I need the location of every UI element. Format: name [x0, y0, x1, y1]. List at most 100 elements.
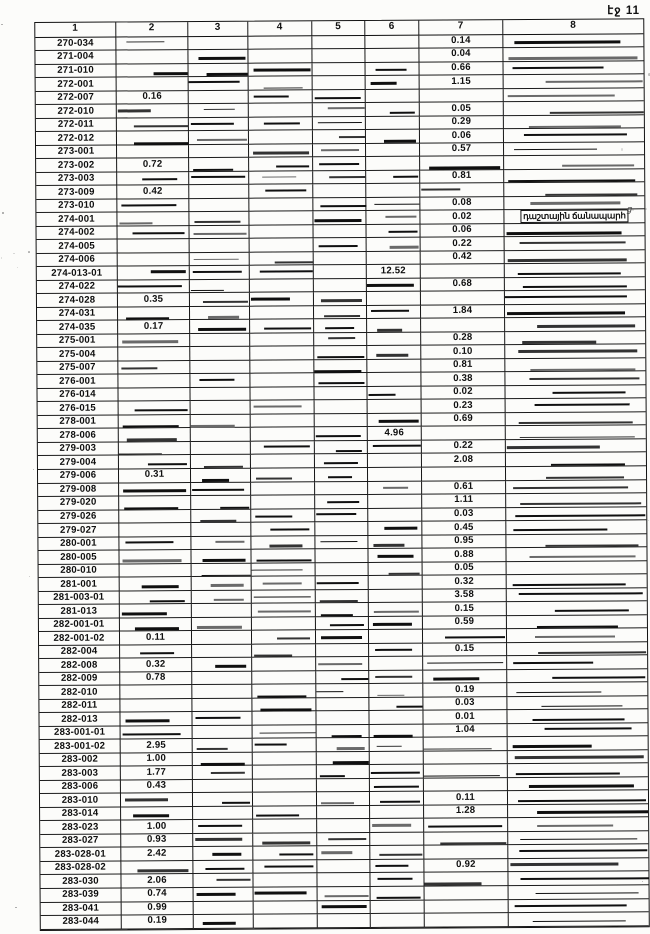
empty-cell — [507, 682, 648, 697]
row-id: 280-001 — [60, 537, 97, 549]
empty-cell — [424, 886, 509, 901]
empty-cell — [368, 548, 423, 563]
empty-cell — [313, 278, 367, 293]
row-id: 283-027 — [61, 835, 99, 847]
cell-value: 0.05 — [451, 102, 472, 114]
row-id-cell: 275-004 — [37, 347, 119, 362]
scan-speck — [16, 266, 18, 269]
empty-cell — [192, 779, 253, 794]
scan-dash — [122, 425, 179, 428]
empty-cell — [505, 385, 646, 400]
value-cell: 2.06 — [121, 874, 194, 889]
empty-cell — [315, 576, 369, 590]
empty-cell — [191, 482, 252, 497]
empty-cell — [423, 777, 508, 793]
scan-dash — [192, 270, 242, 274]
empty-cell — [367, 400, 422, 414]
empty-cell — [249, 238, 314, 253]
scan-speck — [28, 251, 31, 254]
row-id: 273-003 — [57, 172, 95, 184]
column-header-cell: 8 — [503, 19, 644, 35]
empty-cell — [118, 401, 191, 416]
empty-cell — [248, 62, 313, 77]
empty-cell — [366, 197, 421, 212]
scan-dash — [258, 610, 312, 613]
value-cell: 0.42 — [117, 185, 190, 200]
empty-cell — [193, 901, 254, 916]
empty-cell — [315, 630, 370, 645]
row-id-cell: 273-002 — [36, 158, 118, 173]
row-id-cell: 274-001 — [36, 212, 118, 227]
value-cell: 0.31 — [118, 469, 192, 484]
empty-cell — [504, 250, 645, 265]
empty-cell — [506, 479, 647, 495]
scan-dash — [263, 122, 300, 126]
cell-value: 2.42 — [147, 847, 167, 859]
empty-cell — [251, 616, 316, 631]
empty-cell — [253, 900, 318, 915]
empty-cell — [192, 711, 253, 726]
scan-dash — [519, 592, 643, 595]
scan-dash — [213, 599, 245, 602]
row-id: 273-010 — [58, 199, 95, 212]
scan-dash — [329, 175, 365, 179]
row-id-cell: 283-003 — [39, 766, 121, 781]
empty-cell — [368, 508, 423, 523]
empty-cell — [190, 401, 251, 415]
empty-cell — [250, 454, 315, 469]
empty-cell — [507, 669, 648, 684]
empty-cell — [508, 885, 649, 900]
scan-dash — [424, 882, 482, 886]
scan-dash — [203, 300, 249, 304]
empty-cell — [119, 536, 192, 551]
scan-dash — [514, 904, 627, 908]
empty-cell — [507, 696, 648, 711]
scan-dash — [119, 452, 162, 455]
scan-dash — [316, 512, 356, 516]
cell-value: 0.42 — [452, 251, 472, 263]
row-id: 283-028-02 — [54, 861, 106, 874]
scan-dash — [133, 125, 189, 128]
empty-cell — [251, 535, 316, 550]
empty-cell — [424, 872, 509, 887]
value-cell: 12.52 — [366, 264, 421, 279]
scan-dash — [512, 66, 604, 69]
empty-cell — [119, 550, 192, 565]
scan-dash — [530, 368, 636, 371]
row-id: 282-004 — [60, 645, 98, 658]
empty-cell — [424, 832, 509, 847]
row-id: 270-034 — [57, 37, 94, 49]
value-cell: 0.06 — [420, 223, 505, 238]
row-id-cell: 275-007 — [37, 361, 119, 376]
empty-cell — [314, 427, 368, 442]
empty-cell — [317, 859, 371, 874]
row-id: 283-023 — [61, 821, 99, 833]
scan-speck — [645, 208, 648, 211]
row-id: 283-028-01 — [54, 848, 106, 860]
empty-cell — [508, 804, 649, 819]
value-cell: 0.93 — [121, 833, 194, 848]
empty-cell — [368, 616, 423, 631]
cell-value: 0.99 — [147, 901, 167, 913]
value-cell: 1.28 — [424, 805, 509, 820]
value-cell: 0.02 — [421, 386, 506, 401]
scan-dash — [191, 175, 245, 178]
scan-dash — [520, 436, 636, 439]
empty-cell — [365, 102, 420, 117]
column-header-cell: 5 — [312, 21, 366, 36]
empty-cell — [317, 832, 371, 847]
scan-dash — [376, 354, 409, 358]
scan-dash — [529, 377, 640, 381]
empty-cell — [248, 76, 313, 91]
empty-cell — [314, 467, 369, 482]
empty-cell — [251, 508, 316, 523]
row-id: 273-002 — [57, 159, 95, 171]
cell-value: 3.58 — [454, 588, 475, 601]
empty-cell — [188, 49, 249, 64]
scan-dash — [375, 864, 409, 868]
empty-cell — [249, 265, 314, 280]
scan-dash — [320, 540, 358, 543]
cell-value: 0.02 — [453, 386, 473, 398]
scan-dash — [122, 732, 181, 736]
empty-cell — [119, 482, 192, 497]
